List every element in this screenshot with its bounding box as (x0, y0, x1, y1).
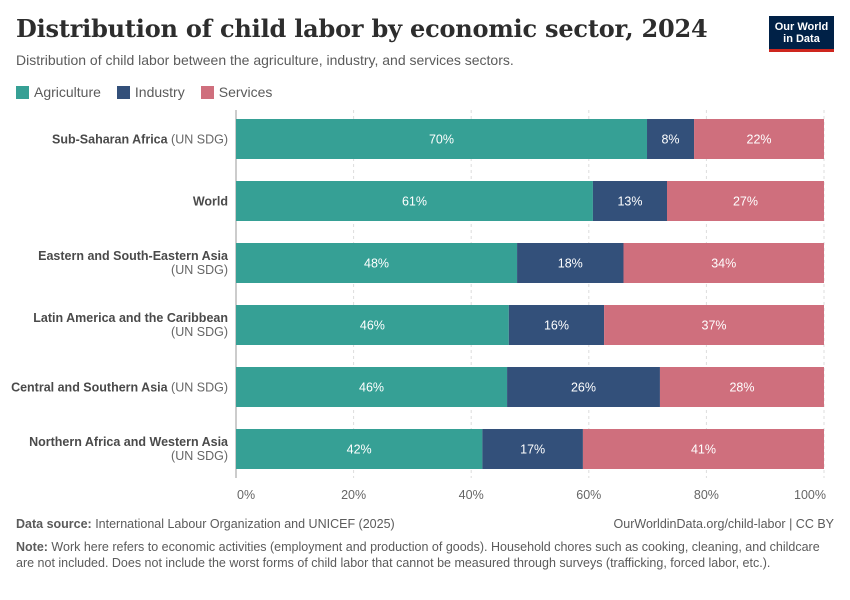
bar-agriculture (236, 305, 509, 345)
data-label: 26% (571, 381, 596, 395)
bar-industry (508, 305, 605, 345)
category-suffix: (UN SDG) (171, 325, 228, 339)
x-tick-label: 0% (237, 488, 255, 502)
bar-agriculture (236, 119, 648, 159)
data-label: 41% (691, 443, 716, 457)
logo-line-2: in Data (783, 33, 820, 45)
data-label: 46% (360, 319, 385, 333)
bar-services (659, 367, 824, 407)
x-tick-label: 40% (459, 488, 484, 502)
category-name: Eastern and South-Eastern Asia (38, 249, 229, 263)
category-name: Latin America and the Caribbean (33, 311, 228, 325)
x-tick-label: 100% (794, 488, 826, 502)
chart-note: Note: Work here refers to economic activ… (16, 539, 826, 571)
data-label: 46% (359, 381, 384, 395)
data-label: 34% (711, 257, 736, 271)
category-label: Central and Southern Asia (UN SDG) (11, 381, 228, 395)
category-name: Central and Southern Asia (11, 381, 169, 395)
category-label: Sub-Saharan Africa (UN SDG) (52, 133, 228, 147)
data-label: 37% (702, 319, 727, 333)
legend-swatch (16, 85, 29, 99)
legend: Agriculture Industry Services (16, 84, 272, 100)
legend-label: Services (218, 84, 273, 100)
data-label: 28% (729, 381, 754, 395)
data-label: 48% (364, 257, 389, 271)
data-label: 8% (661, 133, 679, 147)
source-url-link[interactable]: OurWorldinData.org/child-labor | CC BY (613, 517, 834, 531)
category-name: Sub-Saharan Africa (52, 133, 169, 147)
legend-item-services[interactable]: Services (200, 84, 273, 100)
data-source-label: Data source: (16, 517, 92, 531)
x-tick-label: 20% (341, 488, 366, 502)
bar-industry (482, 429, 583, 469)
category-suffix: (UN SDG) (168, 381, 228, 395)
bar-agriculture (236, 429, 483, 469)
bar-industry (507, 367, 660, 407)
bar-services (694, 119, 824, 159)
category-name: World (193, 195, 228, 209)
data-label: 22% (747, 133, 772, 147)
category-name: Northern Africa and Western Asia (29, 435, 229, 449)
data-label: 61% (402, 195, 427, 209)
legend-item-industry[interactable]: Industry (116, 84, 185, 100)
bar-services (604, 305, 824, 345)
owid-logo[interactable]: Our World in Data (769, 16, 834, 52)
legend-label: Agriculture (34, 84, 101, 100)
x-tick-label: 60% (576, 488, 601, 502)
note-label: Note: (16, 540, 48, 554)
legend-swatch (200, 85, 214, 99)
category-suffix: (UN SDG) (171, 263, 228, 277)
bar-agriculture (236, 367, 508, 407)
data-source-text: International Labour Organization and UN… (91, 517, 395, 531)
x-tick-label: 80% (694, 488, 719, 502)
category-suffix: (UN SDG) (168, 133, 228, 147)
bar-services (667, 181, 824, 221)
note-text: Work here refers to economic activities … (16, 540, 820, 570)
data-label: 16% (544, 319, 569, 333)
logo-line-1: Our World (774, 21, 829, 33)
data-label: 70% (429, 133, 454, 147)
chart-subtitle: Distribution of child labor between the … (16, 52, 514, 68)
category-suffix: (UN SDG) (171, 449, 228, 463)
data-label: 18% (558, 257, 583, 271)
bar-services (623, 243, 824, 283)
bar-services (582, 429, 824, 469)
legend-label: Industry (134, 84, 185, 100)
stacked-bar-chart: 0% 20% 40% 60% 80% 100% 70% 8% 22% Sub-Saharan Af… (11, 110, 826, 502)
data-label: 13% (617, 195, 642, 209)
bar-agriculture (236, 243, 518, 283)
data-source: Data source: International Labour Organi… (16, 517, 395, 531)
legend-item-agriculture[interactable]: Agriculture (16, 84, 101, 100)
bar-industry (647, 119, 695, 159)
data-label: 42% (347, 443, 372, 457)
bar-agriculture (236, 181, 593, 221)
chart-title: Distribution of child labor by economic … (16, 14, 708, 43)
data-label: 27% (733, 195, 758, 209)
bar-industry (592, 181, 668, 221)
category-label: World (193, 195, 228, 209)
legend-swatch (116, 85, 130, 99)
bar-industry (517, 243, 624, 283)
data-label: 17% (520, 443, 545, 457)
